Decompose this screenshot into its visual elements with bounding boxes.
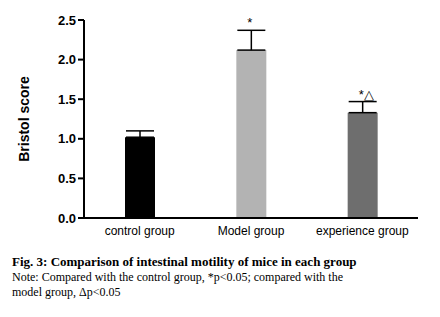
html-text:Fig. 3: Comparison of intestin: Fig. 3: Comparison of intestinal motilit… (12, 254, 357, 269)
svg-text:*△: *△ (359, 87, 374, 102)
svg-text:0.0: 0.0 (58, 211, 76, 226)
svg-text:1.0: 1.0 (58, 131, 76, 146)
svg-text:control group: control group (105, 224, 175, 238)
svg-text:Model group: Model group (218, 224, 285, 238)
svg-text:2.5: 2.5 (58, 13, 76, 28)
svg-text:Bristol score: Bristol score (16, 76, 32, 162)
svg-text:*: * (247, 15, 252, 30)
svg-text:0.5: 0.5 (58, 171, 76, 186)
svg-text:experience group: experience group (316, 224, 409, 238)
svg-text:1.5: 1.5 (58, 92, 76, 107)
svg-text:2.0: 2.0 (58, 52, 76, 67)
html-text:Note: Compared with the contro: Note: Compared with the control group, *… (12, 270, 343, 299)
